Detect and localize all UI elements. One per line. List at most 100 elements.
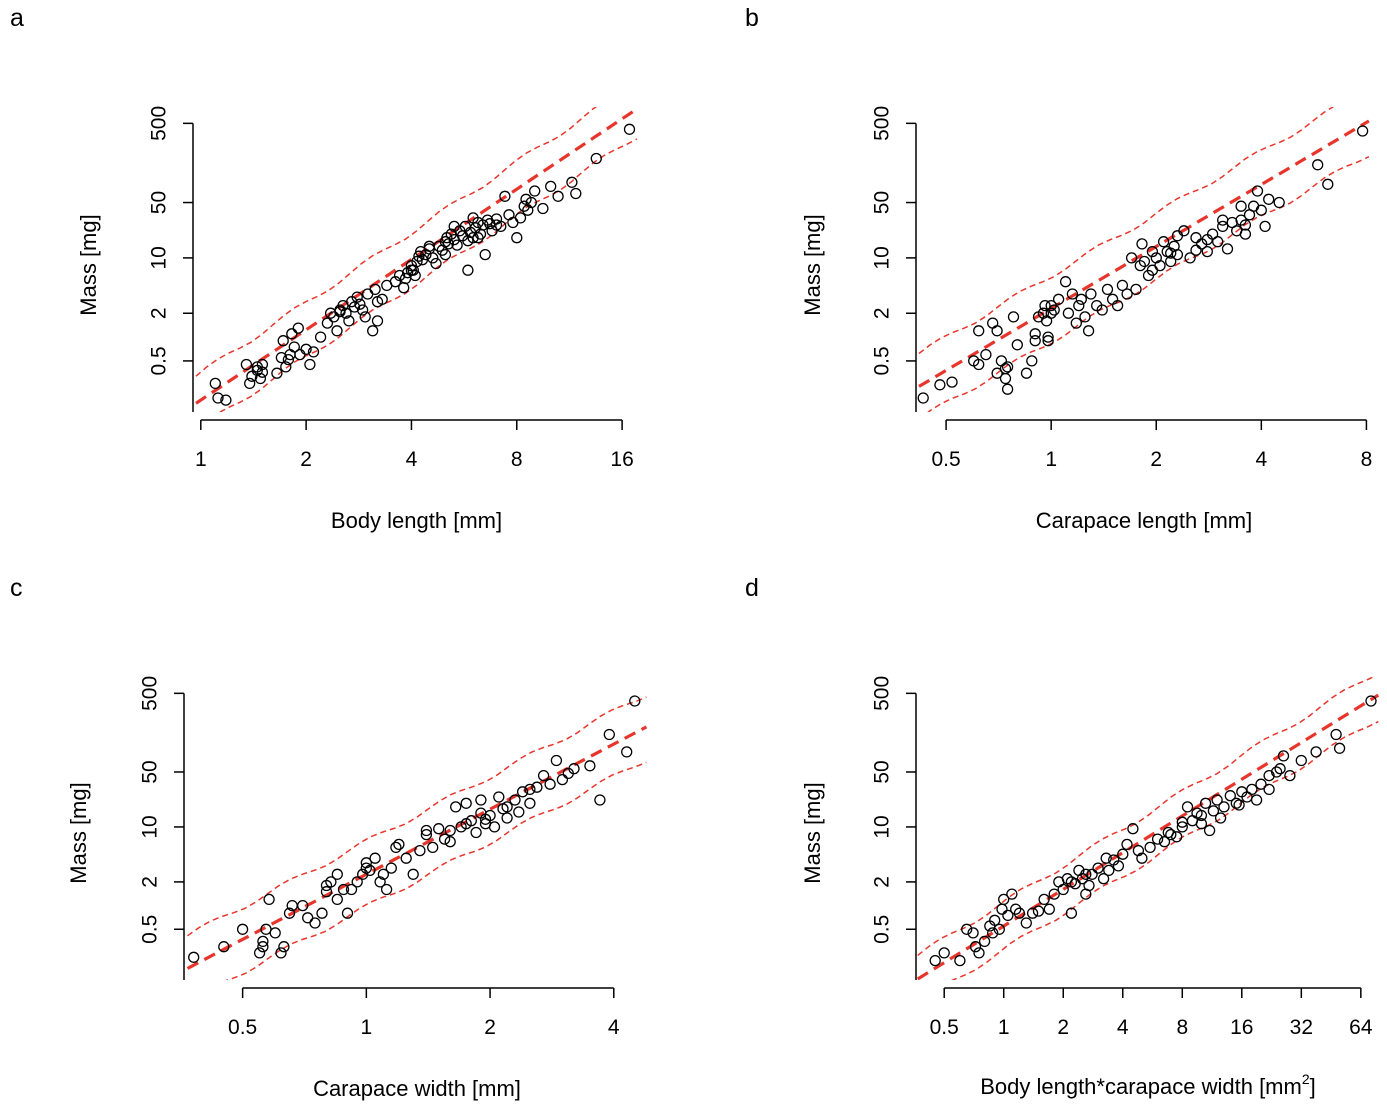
data-point (297, 899, 309, 912)
data-point (999, 362, 1012, 375)
data-point (1006, 888, 1018, 900)
data-point (1011, 339, 1023, 351)
fit-line (918, 119, 1370, 388)
x-axis-title: Body length*carapace width [mm2] (980, 1071, 1316, 1099)
points (917, 125, 1369, 404)
data-point (1065, 907, 1078, 919)
data-point (359, 311, 371, 323)
data-point (1330, 728, 1342, 741)
lower-band-line (225, 761, 647, 980)
data-point (400, 852, 412, 864)
data-point (1010, 903, 1022, 915)
data-point (1082, 325, 1095, 337)
data-point (998, 893, 1010, 906)
data-point (1165, 828, 1177, 841)
data-point (444, 824, 456, 837)
data-point (472, 232, 484, 244)
data-point (1273, 196, 1285, 209)
data-point (277, 335, 289, 347)
data-point (1263, 193, 1275, 205)
data-point (568, 763, 580, 775)
data-point (1001, 383, 1014, 395)
data-point (524, 797, 536, 809)
y-axis-title: Mass [mg] (800, 782, 825, 883)
lower-band-line (218, 138, 638, 412)
x-tick-label: 4 (1255, 448, 1267, 471)
data-point (969, 941, 982, 953)
data-point (351, 291, 363, 303)
data-point (364, 864, 376, 877)
y-tick-label: 10 (871, 815, 894, 838)
y-axis-title: Mass [mg] (76, 214, 101, 315)
data-point (1211, 794, 1223, 806)
data-point (507, 216, 519, 229)
data-point (1270, 766, 1283, 778)
y-tick-label: 2 (871, 876, 894, 888)
data-point (1039, 299, 1051, 312)
fit-lines (918, 107, 1370, 412)
data-point (462, 264, 474, 276)
data-point (1247, 200, 1260, 212)
data-point (438, 833, 451, 845)
data-point (524, 783, 536, 796)
data-point (623, 123, 636, 135)
data-point (501, 812, 513, 824)
data-point (980, 348, 992, 361)
data-point (414, 844, 426, 857)
data-point (1029, 328, 1041, 340)
data-point (1038, 893, 1050, 906)
fit-line (195, 107, 638, 405)
data-point (529, 185, 541, 197)
data-point (590, 152, 602, 165)
data-point (1199, 797, 1212, 809)
x-axis-title: Carapace length [mm] (1036, 508, 1252, 533)
data-point (256, 366, 269, 378)
data-point (1218, 801, 1230, 813)
x-tick-label: 8 (511, 448, 523, 471)
data-point (1043, 903, 1055, 915)
data-point (629, 695, 641, 707)
y-tick-label: 50 (139, 760, 162, 783)
data-point (1212, 236, 1224, 248)
fit-lines (195, 107, 638, 412)
x-tick-label: 64 (1349, 1016, 1373, 1039)
data-point (1085, 288, 1097, 300)
x-tick-label: 1 (1045, 448, 1057, 471)
data-point (1079, 311, 1091, 323)
data-point (439, 248, 452, 261)
data-point (1214, 812, 1227, 824)
data-point (1020, 917, 1032, 929)
data-point (995, 355, 1008, 367)
data-point (411, 255, 423, 268)
data-point (973, 325, 985, 337)
data-point (212, 392, 224, 404)
data-point (1032, 905, 1045, 917)
data-point (376, 293, 388, 305)
data-point (989, 914, 1001, 926)
data-point (1111, 299, 1124, 312)
data-point (1073, 299, 1085, 312)
data-point (343, 315, 355, 327)
data-point (1125, 252, 1138, 264)
data-point (1116, 279, 1129, 292)
x-axis-title: Carapace width [mm] (313, 1076, 521, 1101)
data-point (594, 794, 606, 806)
points (929, 695, 1377, 967)
x-tick-label: 8 (1361, 448, 1373, 471)
data-point (1203, 824, 1216, 837)
data-point (1146, 245, 1159, 258)
data-point (484, 218, 496, 230)
y-tick-label: 10 (139, 815, 162, 838)
data-point (552, 190, 564, 202)
data-point (393, 838, 405, 851)
data-point (356, 304, 369, 316)
data-point (1052, 293, 1065, 305)
data-point (220, 394, 232, 406)
data-point (1251, 185, 1264, 197)
data-point (1026, 355, 1038, 367)
data-point (1221, 243, 1234, 255)
data-point (493, 791, 505, 803)
data-point (929, 954, 941, 967)
data-point (1157, 236, 1170, 248)
data-point (603, 728, 615, 741)
